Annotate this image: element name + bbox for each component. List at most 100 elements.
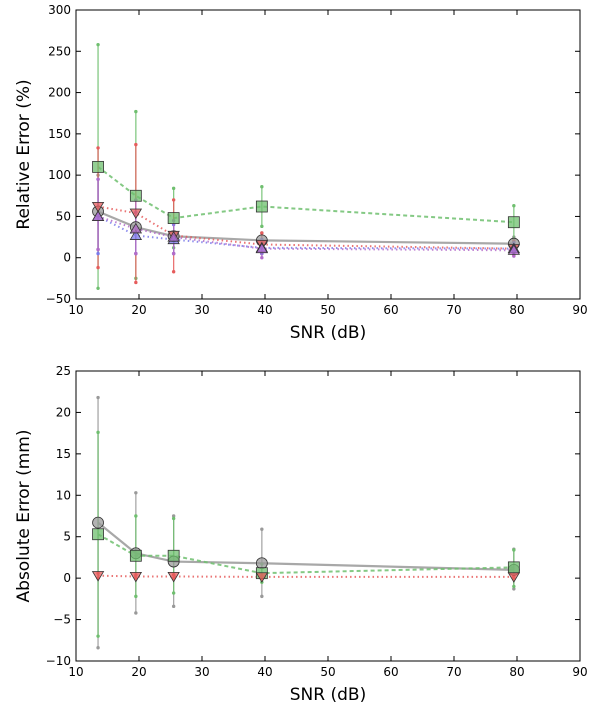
data-point	[92, 160, 104, 173]
x-tick-label: 90	[572, 303, 587, 317]
data-point	[167, 549, 180, 562]
error-cap	[96, 286, 100, 290]
y-axis-label: Relative Error (%)	[14, 79, 34, 229]
x-tick-label: 40	[257, 665, 272, 679]
data-point	[91, 201, 105, 213]
data-point	[507, 216, 520, 229]
x-tick-label: 10	[68, 665, 83, 679]
x-tick-label: 30	[194, 303, 209, 317]
relative-error-chart: 10 20 30 40 50 60 70 80 90 −50 0 50 100 150 200 250 300 S…	[14, 3, 588, 343]
error-cap	[260, 527, 264, 531]
error-cap	[96, 646, 100, 650]
error-cap	[512, 584, 516, 589]
error-cap	[134, 251, 138, 256]
y-tick-label: 150	[48, 127, 71, 141]
series-line	[97, 215, 514, 250]
data-point	[91, 210, 105, 221]
series-line	[97, 533, 514, 575]
data-point	[92, 516, 104, 529]
x-tick-label: 20	[131, 665, 146, 679]
error-cap	[134, 611, 138, 615]
y-tick-label: 200	[48, 86, 71, 100]
data-point	[129, 208, 143, 220]
absolute-error-chart: 10 20 30 40 50 60 70 80 90 −10 −5 0 5 10 15 20 25 SNR (dB…	[14, 364, 588, 705]
error-cap	[171, 604, 176, 609]
error-cap	[134, 491, 138, 495]
data-point	[92, 528, 104, 541]
data-point	[129, 229, 143, 240]
data-point	[91, 571, 105, 582]
error-cap	[171, 270, 176, 274]
error-cap	[96, 265, 100, 270]
x-tick-label: 50	[320, 303, 335, 317]
error-cap	[96, 395, 100, 400]
error-cap	[260, 594, 264, 599]
x-tick-label: 40	[257, 303, 272, 317]
series-line	[97, 166, 514, 224]
plot-frame	[75, 370, 581, 662]
data-point	[255, 557, 268, 570]
error-cap	[134, 280, 138, 285]
series-line	[97, 210, 514, 245]
y-tick-label: −5	[53, 613, 71, 627]
y-tick-label: −50	[46, 292, 71, 306]
y-tick-label: 10	[56, 488, 71, 502]
data-point	[167, 571, 180, 583]
error-cap	[260, 224, 264, 229]
error-cap	[171, 591, 176, 595]
y-tick-label: 50	[56, 209, 71, 223]
y-tick-label: −10	[46, 654, 71, 668]
x-axis-label: SNR (dB)	[290, 323, 366, 343]
x-tick-label: 50	[320, 665, 335, 679]
series-line	[97, 521, 514, 571]
x-tick-label: 70	[446, 665, 461, 679]
data-point	[167, 212, 180, 224]
error-cap	[96, 247, 100, 252]
data-point	[129, 189, 142, 202]
data-point	[129, 222, 143, 234]
error-cap	[171, 251, 176, 256]
y-tick-label: 0	[63, 571, 71, 585]
x-tick-label: 20	[131, 303, 146, 317]
y-axis-label: Absolute Error (mm)	[14, 430, 34, 603]
data-point	[507, 244, 521, 255]
error-cap	[260, 185, 264, 189]
x-tick-label: 60	[383, 665, 398, 679]
error-cap	[96, 42, 100, 47]
error-cap	[171, 198, 176, 202]
data-point	[129, 571, 143, 583]
data-point	[507, 572, 521, 583]
error-cap	[134, 514, 138, 518]
x-tick-label: 70	[446, 303, 461, 317]
error-cap	[134, 142, 138, 147]
y-tick-label: 100	[48, 168, 71, 182]
data-point	[255, 200, 268, 213]
data-point	[255, 242, 269, 254]
error-cap	[134, 109, 138, 114]
data-point	[507, 561, 520, 574]
error-cap	[171, 186, 176, 191]
x-tick-label: 90	[572, 665, 587, 679]
error-cap	[512, 548, 516, 552]
error-cap	[260, 256, 264, 260]
error-cap	[260, 231, 264, 235]
x-tick-label: 80	[509, 303, 524, 317]
y-tick-label: 0	[63, 251, 71, 265]
error-cap	[512, 587, 516, 591]
error-cap	[171, 516, 176, 521]
plot-frame	[75, 9, 581, 300]
error-cap	[134, 594, 138, 599]
y-tick-label: 250	[48, 44, 71, 58]
y-tick-label: 15	[56, 447, 71, 461]
x-tick-label: 30	[194, 665, 209, 679]
error-cap	[96, 177, 100, 181]
series-line	[98, 574, 514, 578]
y-tick-label: 300	[48, 3, 71, 17]
x-tick-label: 80	[509, 665, 524, 679]
error-cap	[96, 634, 100, 638]
data-layer	[91, 395, 521, 650]
data-point	[255, 572, 269, 583]
y-tick-label: 5	[63, 530, 71, 544]
error-cap	[171, 514, 176, 518]
